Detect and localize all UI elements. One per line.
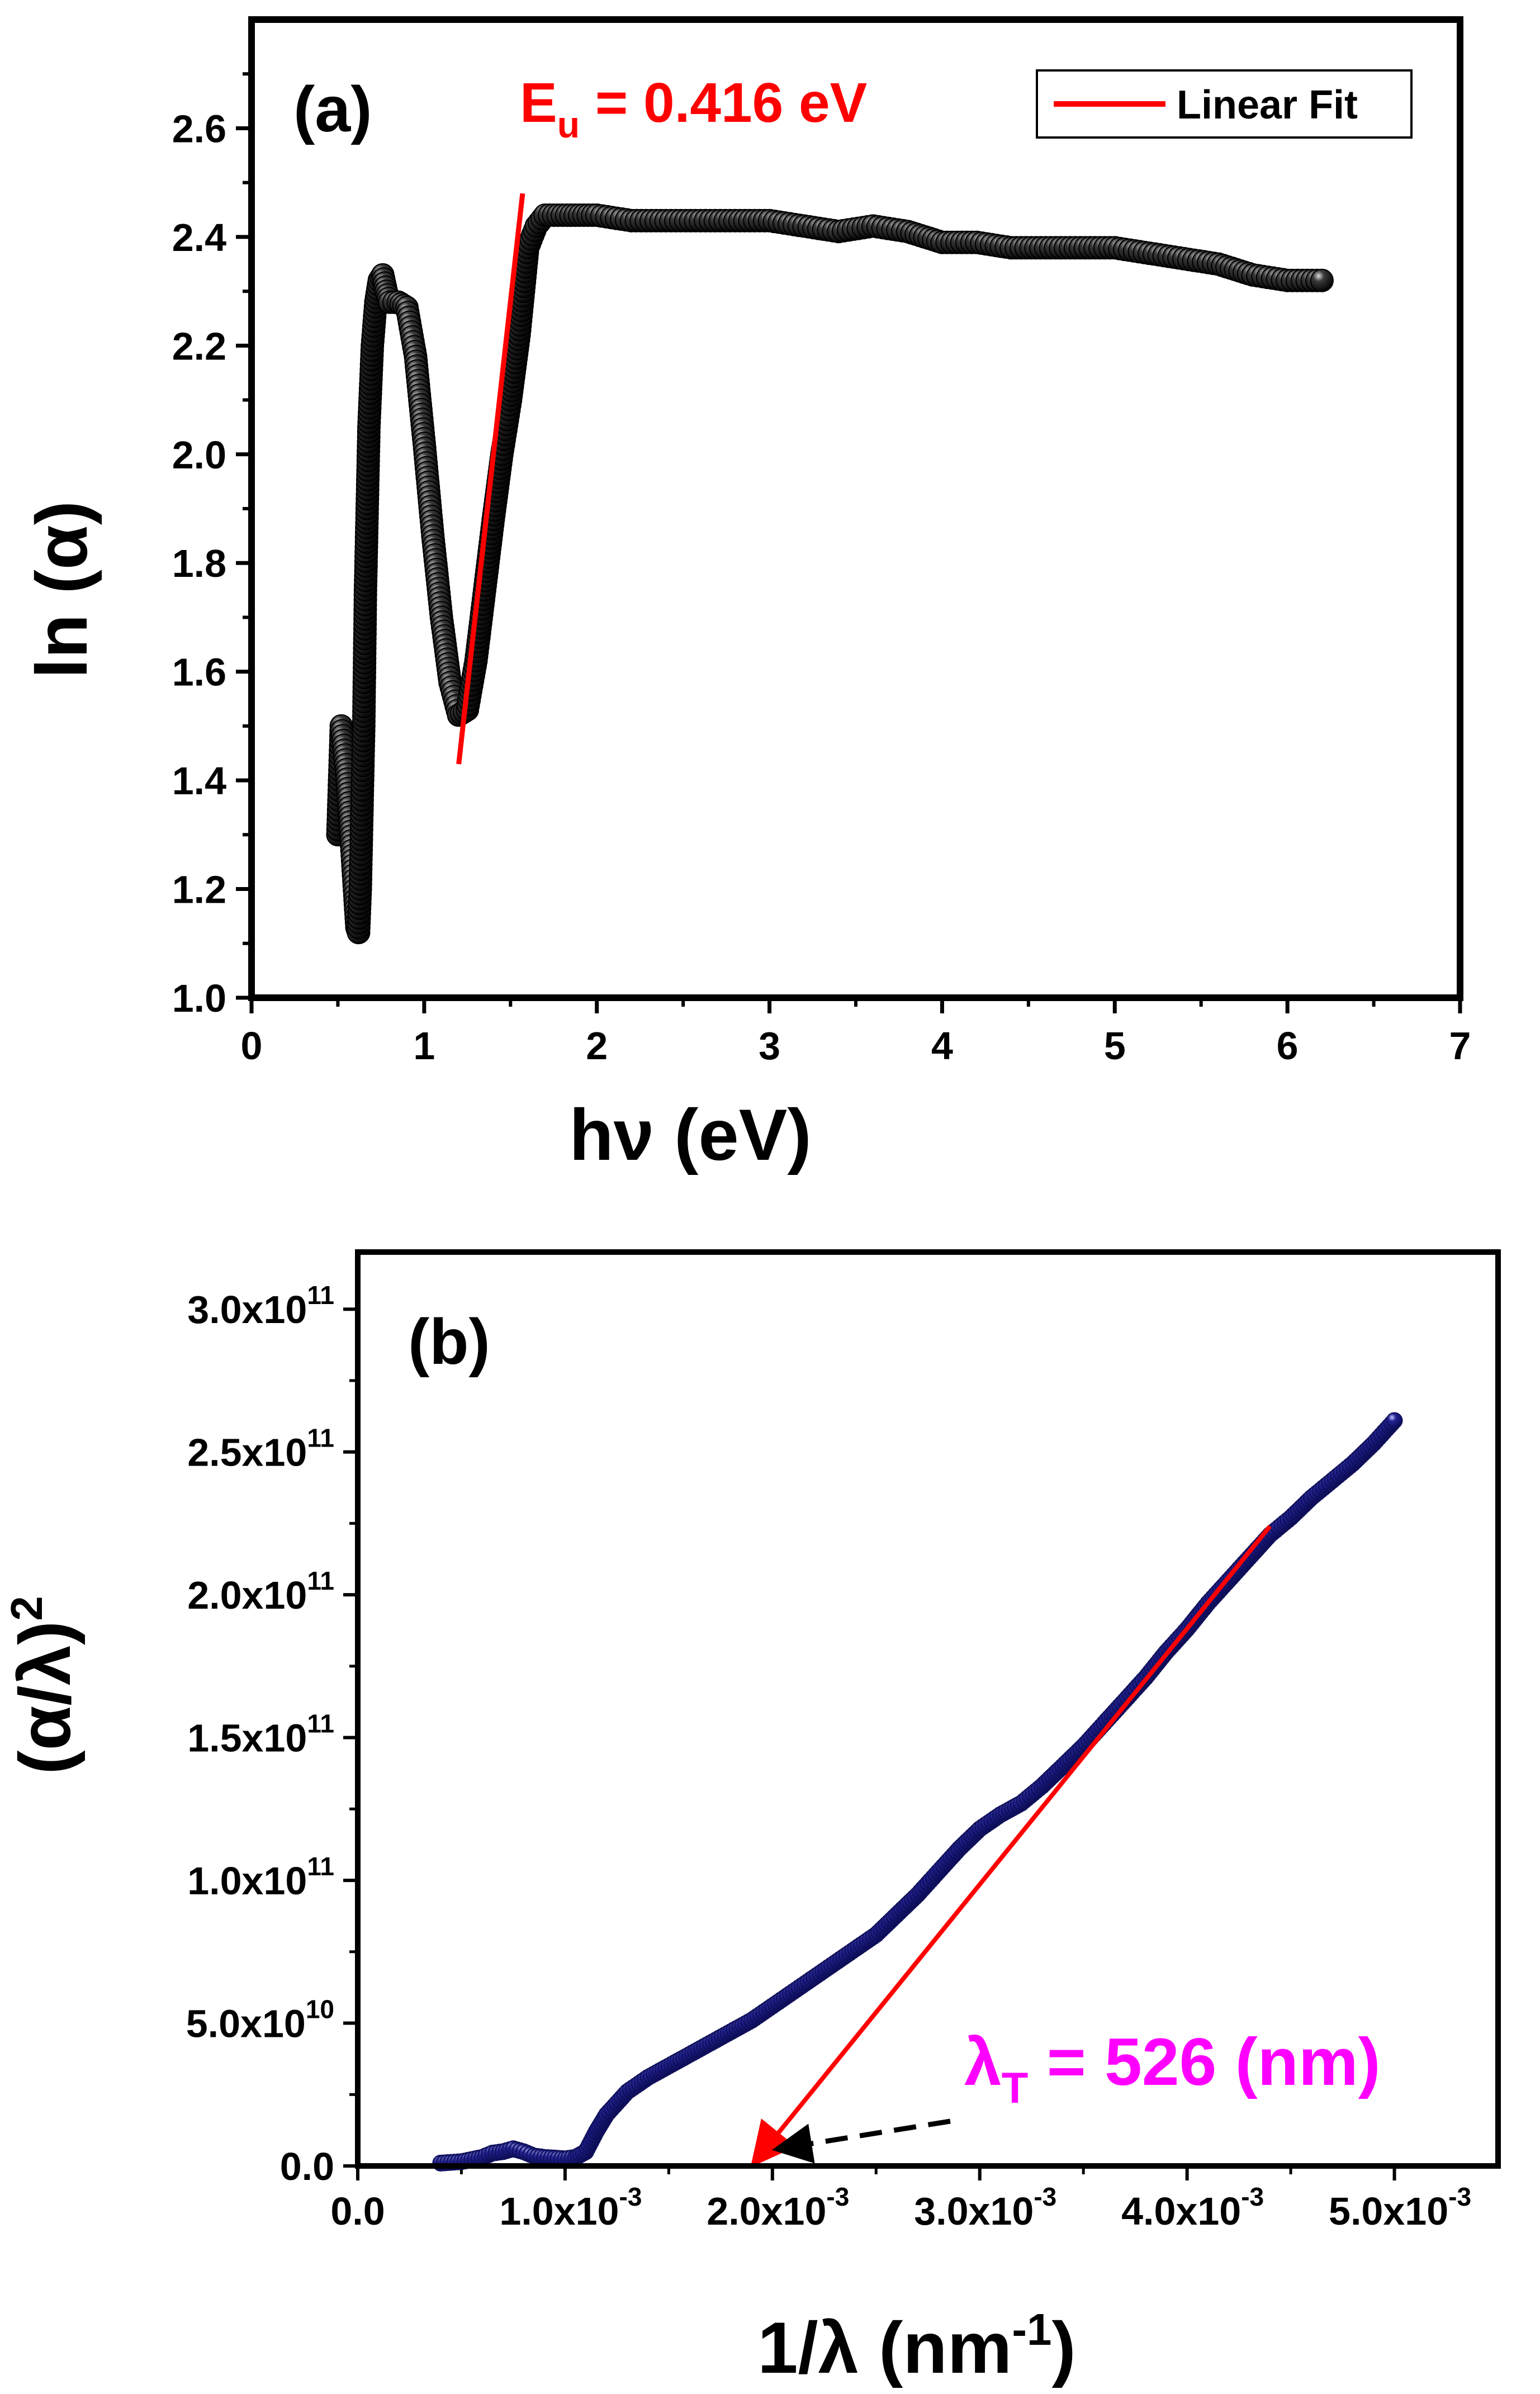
y-tick-label: 2.4 — [172, 216, 226, 259]
panel-a-label: (a) — [293, 74, 372, 145]
x-tick-label: 5.0x10-3 — [1329, 2182, 1471, 2233]
panel-a-y-tick-labels: 1.0 1.2 1.4 1.6 1.8 2.0 2.2 2.4 2.6 — [172, 107, 226, 1020]
panel-b-chart: 0.0 1.0x10-3 2.0x10-3 3.0x10-3 4.0x10-3 5.0x1… — [2, 1249, 1501, 2388]
x-tick-label: 1.0x10-3 — [499, 2182, 642, 2233]
x-tick-label: 5 — [1104, 1024, 1126, 1068]
panel-b-annotation: λT = 526 (nm) — [964, 2025, 1381, 2112]
y-tick-label: 0.0 — [280, 2145, 334, 2188]
panel-b-linear-fit-arrow — [750, 1524, 1272, 2168]
x-tick-label: 6 — [1277, 1024, 1299, 1068]
y-tick-label: 1.0 — [172, 976, 226, 1020]
panel-b-y-axis-title-sup: 2 — [2, 1596, 51, 1621]
panel-a-linear-fit-line — [456, 193, 525, 765]
y-tick-label: 2.0 — [172, 433, 226, 477]
panel-a-tick-marks — [236, 72, 1462, 1013]
panel-a-annotation-subscript: u — [557, 104, 580, 145]
y-tick-label: 1.4 — [172, 759, 226, 803]
data-point — [1386, 1412, 1403, 1429]
panel-a-plot-frame — [248, 16, 1463, 1001]
x-tick-label: 0.0 — [330, 2189, 385, 2233]
panel-b-annotation-symbol: λ — [964, 2025, 1002, 2099]
panel-a-annotation-symbol: E — [520, 72, 557, 134]
y-tick-label: 2.6 — [172, 107, 226, 150]
panel-b-y-tick-labels: 0.0 5.0x1010 1.0x1011 1.5x1011 2.0x1011 2.5x1… — [186, 1281, 334, 2188]
x-tick-label: 7 — [1449, 1024, 1471, 1068]
x-tick-label: 1 — [413, 1024, 435, 1068]
y-tick-label: 2.5x1011 — [187, 1424, 334, 1475]
y-tick-label: 1.5x1011 — [187, 1709, 334, 1760]
y-tick-label: 2.0x1011 — [187, 1566, 334, 1617]
x-tick-label: 4 — [931, 1024, 953, 1068]
panel-b-x-axis-title-main: 1/λ (nm — [757, 2307, 1012, 2388]
panel-a-annotation-text: = 0.416 eV — [580, 72, 868, 134]
x-tick-label: 2.0x10-3 — [707, 2182, 849, 2233]
panel-b-annotation-subscript: T — [1002, 2063, 1029, 2112]
x-tick-label: 0 — [241, 1024, 263, 1068]
panel-b-y-axis-title: (α/λ)2 — [2, 1596, 86, 1774]
x-tick-label: 3 — [759, 1024, 780, 1068]
panel-a-chart: 0 1 2 3 4 5 6 7 1.0 1.2 1.4 1.6 1.8 2.0 2.2 2.4 2.6 (a)… — [21, 16, 1471, 1175]
y-tick-label: 3.0x1011 — [187, 1281, 334, 1331]
panel-a-legend-label: Linear Fit — [1177, 83, 1358, 127]
y-tick-label: 1.2 — [172, 868, 226, 912]
y-tick-label: 2.2 — [172, 324, 226, 368]
data-point — [1310, 268, 1334, 292]
panel-a-legend: Linear Fit — [1036, 69, 1413, 139]
panel-b-x-axis-title-end: ) — [1051, 2307, 1075, 2388]
y-tick-label: 1.6 — [172, 651, 226, 694]
y-tick-label: 1.8 — [172, 542, 226, 585]
panel-a-x-tick-labels: 0 1 2 3 4 5 6 7 — [241, 1024, 1471, 1068]
panel-b-y-axis-title-main: (α/λ) — [4, 1621, 86, 1775]
panel-a-x-axis-title: hν (eV) — [569, 1094, 811, 1175]
panel-a-annotation: Eu = 0.416 eV — [520, 72, 868, 145]
panel-b-label: (b) — [408, 1306, 490, 1378]
x-tick-label: 2 — [586, 1024, 608, 1068]
x-tick-label: 3.0x10-3 — [914, 2182, 1056, 2233]
panel-b-x-tick-labels: 0.0 1.0x10-3 2.0x10-3 3.0x10-3 4.0x10-3 5.0x1… — [330, 2182, 1471, 2233]
panel-b-annotation-pointer — [771, 2118, 951, 2164]
panel-a-y-axis-title: ln (α) — [21, 501, 102, 679]
panel-a-data-points — [326, 203, 1334, 945]
panel-b-x-axis-title: 1/λ (nm-1) — [757, 2305, 1076, 2388]
y-tick-label: 5.0x1010 — [186, 1995, 334, 2046]
panel-b-x-axis-title-sup: -1 — [1012, 2305, 1051, 2354]
panel-b-plot-frame — [355, 1249, 1501, 2169]
x-tick-label: 4.0x10-3 — [1121, 2182, 1264, 2233]
y-tick-label: 1.0x1011 — [187, 1852, 334, 1903]
panel-b-annotation-text: = 526 (nm) — [1028, 2025, 1380, 2099]
